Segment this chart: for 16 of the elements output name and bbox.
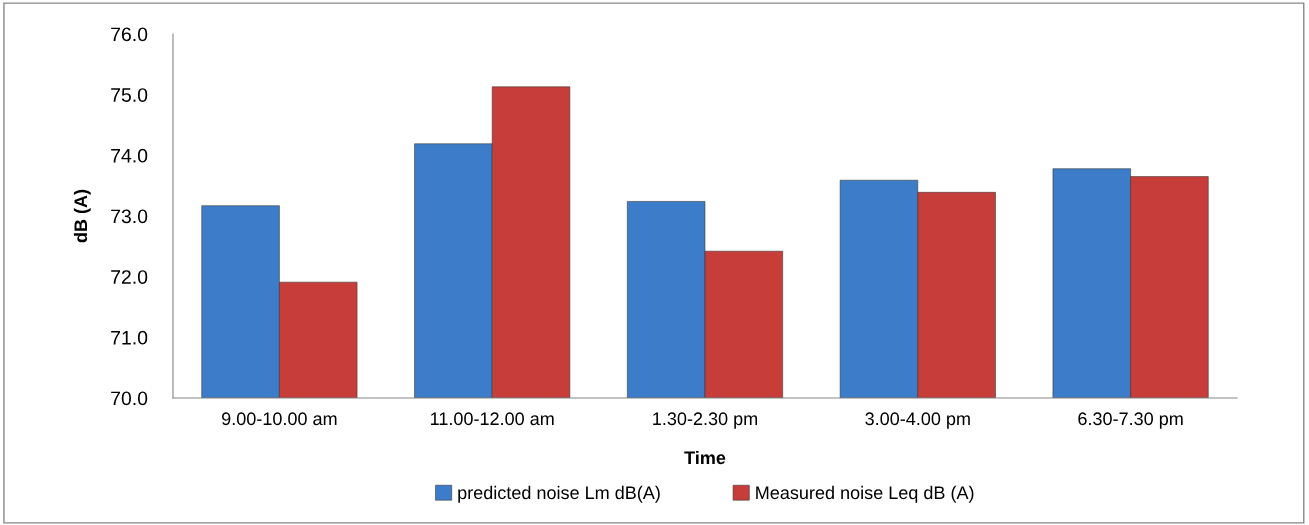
x-tick-label: 6.30-7.30 pm: [1078, 412, 1183, 429]
x-axis-title: Time: [684, 450, 726, 465]
y-axis-title: dB (A): [73, 189, 91, 243]
y-tick-label: 73.0: [111, 209, 148, 224]
x-tick-label: 3.00-4.00 pm: [865, 412, 970, 429]
y-tick-label: 75.0: [111, 88, 148, 102]
x-tick-label: 9.00-10.00 am: [222, 412, 337, 426]
legend-label: Measured noise Leq dB (A): [756, 485, 974, 503]
y-tick-label: 76.0: [111, 27, 148, 42]
legend-label: predicted noise Lm dB(A): [458, 485, 660, 503]
y-tick-label: 72.0: [111, 270, 148, 284]
y-tick-label: 71.0: [111, 330, 148, 345]
x-tick-label: 11.00-12.00 am: [431, 412, 554, 426]
y-tick-label: 70.0: [111, 391, 148, 406]
x-tick-label: 1.30-2.30 pm: [653, 412, 758, 429]
y-tick-label: 74.0: [111, 148, 148, 163]
